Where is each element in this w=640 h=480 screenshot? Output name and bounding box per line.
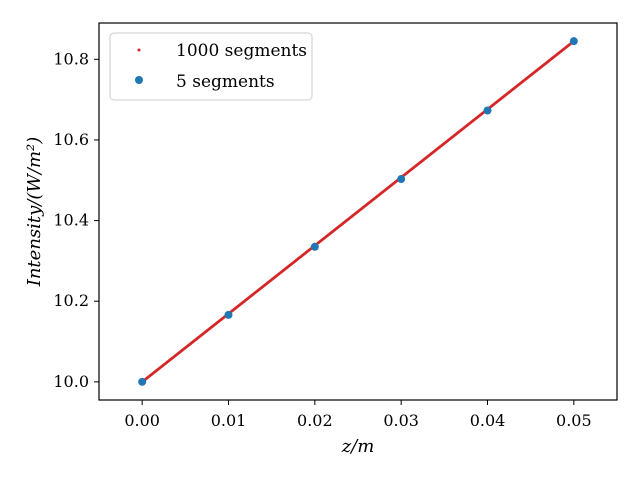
data-point-5-segments <box>138 377 147 386</box>
data-point-5-segments <box>569 37 578 46</box>
x-tick-label: 0.04 <box>470 411 506 430</box>
x-axis-label: z/m <box>341 436 375 457</box>
legend-box <box>109 32 313 101</box>
y-tick-label: 10.8 <box>53 49 89 68</box>
legend-marker-1000-segments <box>137 48 141 52</box>
series-5-segments <box>138 37 578 386</box>
legend-label-5-segments: 5 segments <box>176 72 275 92</box>
x-tick-label: 0.05 <box>556 411 592 430</box>
data-point-5-segments <box>310 242 319 251</box>
y-tick-label: 10.6 <box>53 130 89 149</box>
y-tick-label: 10.0 <box>53 372 89 391</box>
x-tick-label: 0.03 <box>383 411 419 430</box>
legend: 1000 segments 5 segments <box>109 32 313 101</box>
y-tick-label: 10.4 <box>53 211 89 230</box>
series-1000-segments <box>140 39 576 384</box>
x-tick-label: 0.02 <box>297 411 333 430</box>
data-point-5-segments <box>397 175 406 184</box>
y-tick-label: 10.2 <box>53 291 89 310</box>
data-point-5-segments <box>483 106 492 115</box>
x-tick-label: 0.00 <box>124 411 160 430</box>
ticks-layer: 0.00 0.01 0.02 0.03 0.04 0.05 10.0 10.2 10.4 10.6… <box>53 49 591 430</box>
plot-frame <box>98 22 618 401</box>
y-axis-label: Intensity/(W/m²) <box>24 137 45 288</box>
data-point-5-segments <box>224 310 233 319</box>
legend-marker-5-segments <box>135 76 143 84</box>
legend-label-1000-segments: 1000 segments <box>176 41 307 61</box>
x-tick-label: 0.01 <box>211 411 247 430</box>
